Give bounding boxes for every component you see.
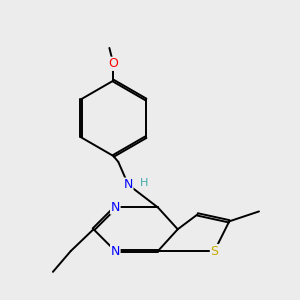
Text: N: N xyxy=(124,178,133,191)
Text: N: N xyxy=(111,201,120,214)
Text: S: S xyxy=(210,244,218,258)
Text: H: H xyxy=(140,178,148,188)
Text: O: O xyxy=(108,57,118,70)
Text: N: N xyxy=(111,244,120,258)
